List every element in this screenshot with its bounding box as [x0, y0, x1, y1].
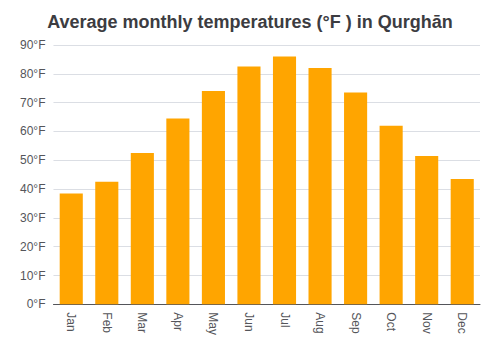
svg-text:Nov: Nov — [420, 312, 434, 333]
svg-text:30°F: 30°F — [20, 211, 45, 225]
svg-text:50°F: 50°F — [20, 153, 45, 167]
svg-text:Apr: Apr — [171, 312, 185, 331]
svg-text:Aug: Aug — [313, 312, 327, 333]
svg-text:May: May — [206, 312, 220, 335]
svg-text:0°F: 0°F — [27, 297, 46, 311]
svg-text:10°F: 10°F — [20, 269, 45, 283]
svg-text:Mar: Mar — [135, 312, 149, 333]
svg-text:80°F: 80°F — [20, 67, 45, 81]
svg-text:Jun: Jun — [242, 312, 256, 331]
svg-text:40°F: 40°F — [20, 182, 45, 196]
svg-text:90°F: 90°F — [20, 38, 45, 52]
svg-text:Jan: Jan — [64, 312, 78, 331]
svg-text:Dec: Dec — [455, 312, 469, 333]
svg-text:60°F: 60°F — [20, 124, 45, 138]
svg-text:Jul: Jul — [278, 312, 292, 327]
svg-text:Feb: Feb — [100, 312, 114, 333]
svg-text:Average monthly temperatures (: Average monthly temperatures (°F ) in Qu… — [47, 12, 453, 32]
svg-text:70°F: 70°F — [20, 96, 45, 110]
svg-text:Sep: Sep — [349, 312, 363, 334]
svg-text:Oct: Oct — [384, 312, 398, 331]
svg-text:20°F: 20°F — [20, 240, 45, 254]
